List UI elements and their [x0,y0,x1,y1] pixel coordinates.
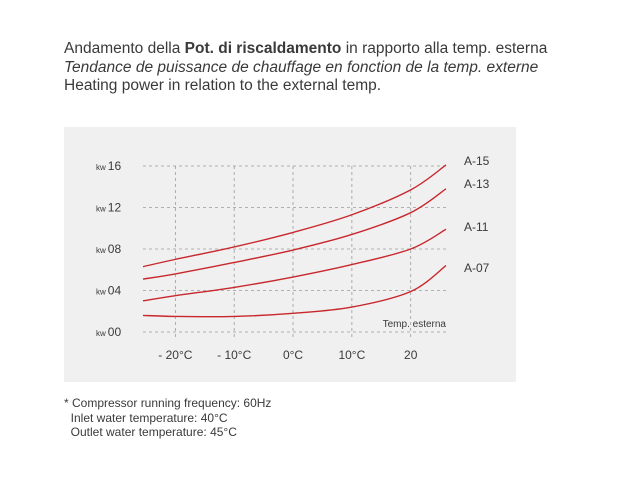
y-tick-label: kw 12 [96,201,121,215]
title-italian: Andamento della Pot. di riscaldamento in… [64,40,624,59]
x-tick-label: 10°C [338,348,365,362]
series-label: A-13 [464,177,490,191]
series-label: A-07 [464,261,490,275]
x-tick-label: 20 [404,348,418,362]
y-tick-label: kw 16 [96,159,121,173]
title-english: Heating power in relation to the externa… [64,77,382,94]
footnote-frequency: * Compressor running frequency: 60Hz [64,396,272,410]
title-french: Tendance de puissance de chauffage en fo… [64,58,539,76]
x-tick-label: - 20°C [158,348,192,362]
y-tick-label: kw 08 [96,242,121,256]
y-tick-label: kw 04 [96,284,121,298]
y-tick-label: kw 00 [96,325,121,339]
series-label: A-11 [464,220,489,234]
footnote-outlet: Outlet water temperature: 45°C [64,425,237,439]
series-line-a-15 [142,164,447,268]
chart-heading: Andamento della Pot. di riscaldamento in… [64,40,624,96]
footnote-inlet: Inlet water temperature: 40°C [64,410,228,425]
x-tick-label: 0°C [283,348,303,362]
series-line-a-13 [142,188,447,280]
footnotes: * Compressor running frequency: 60Hz Inl… [64,396,271,440]
title-italian-bold: Pot. di riscaldamento [184,40,342,57]
title-italian-prefix: Andamento della [64,40,185,57]
series-line-a-07 [142,265,447,318]
x-tick-label: - 10°C [217,348,251,362]
series-line-a-11 [142,228,447,302]
series-label: A-15 [464,154,490,168]
x-axis-label: Temp. esterna [383,319,447,330]
title-italian-suffix: in rapporto alla temp. esterna [341,40,548,57]
